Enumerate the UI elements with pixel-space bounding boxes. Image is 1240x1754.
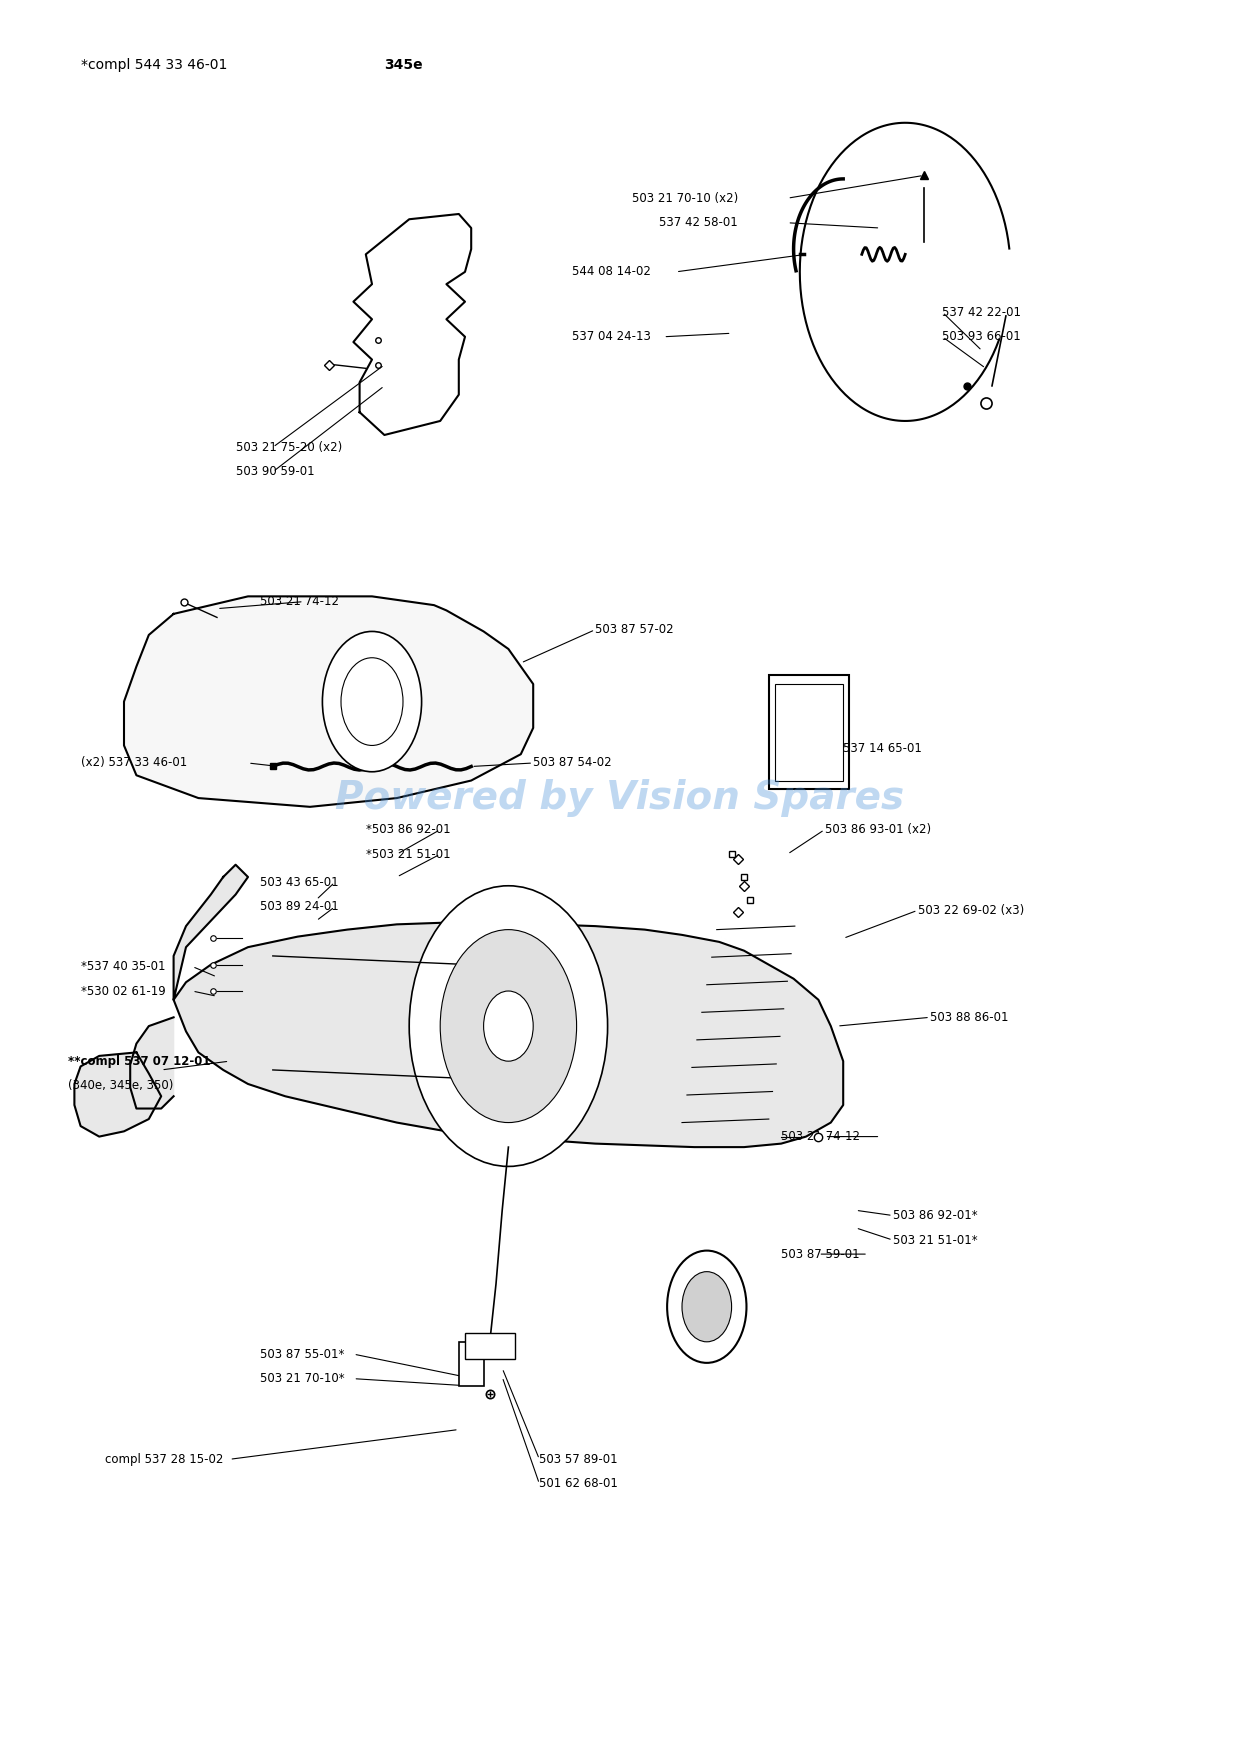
Text: 503 21 70-10 (x2): 503 21 70-10 (x2) — [631, 191, 738, 205]
Text: 537 42 58-01: 537 42 58-01 — [658, 216, 738, 230]
Text: 503 86 93-01 (x2): 503 86 93-01 (x2) — [825, 823, 931, 837]
Polygon shape — [74, 1052, 161, 1137]
Text: 544 08 14-02: 544 08 14-02 — [572, 265, 651, 279]
Bar — [775, 684, 843, 781]
Text: compl 537 28 15-02: compl 537 28 15-02 — [105, 1452, 223, 1466]
Text: **compl 537 07 12-01: **compl 537 07 12-01 — [68, 1054, 211, 1068]
Text: 503 89 24-01: 503 89 24-01 — [260, 900, 340, 914]
Text: 503 57 89-01: 503 57 89-01 — [539, 1452, 618, 1466]
Text: (x2) 537 33 46-01: (x2) 537 33 46-01 — [81, 756, 187, 770]
Text: Powered by Vision Spares: Powered by Vision Spares — [336, 779, 904, 817]
Circle shape — [667, 1251, 746, 1363]
Circle shape — [341, 658, 403, 745]
Text: 501 62 68-01: 501 62 68-01 — [539, 1477, 619, 1491]
Text: 537 42 22-01: 537 42 22-01 — [942, 305, 1022, 319]
Text: 503 21 74-12: 503 21 74-12 — [260, 595, 340, 609]
Text: 503 87 55-01*: 503 87 55-01* — [260, 1347, 345, 1361]
Text: *537 40 35-01: *537 40 35-01 — [81, 959, 165, 973]
Text: 503 21 70-10*: 503 21 70-10* — [260, 1372, 345, 1386]
Bar — [769, 675, 849, 789]
Circle shape — [322, 631, 422, 772]
Text: 503 21 74-12: 503 21 74-12 — [781, 1130, 861, 1144]
Text: 503 22 69-02 (x3): 503 22 69-02 (x3) — [918, 903, 1024, 917]
Circle shape — [682, 1272, 732, 1342]
Circle shape — [440, 930, 577, 1123]
Text: 503 87 54-02: 503 87 54-02 — [533, 756, 611, 770]
Text: *compl 544 33 46-01: *compl 544 33 46-01 — [81, 58, 232, 72]
Text: 503 21 75-20 (x2): 503 21 75-20 (x2) — [236, 440, 342, 454]
Text: 537 04 24-13: 537 04 24-13 — [572, 330, 651, 344]
Text: 345e: 345e — [384, 58, 423, 72]
Text: 503 86 92-01*: 503 86 92-01* — [893, 1209, 977, 1223]
Text: 503 21 51-01*: 503 21 51-01* — [893, 1233, 977, 1247]
Text: (340e, 345e, 350): (340e, 345e, 350) — [68, 1079, 174, 1093]
Circle shape — [409, 886, 608, 1166]
Polygon shape — [174, 865, 843, 1147]
Polygon shape — [124, 596, 533, 807]
Polygon shape — [353, 214, 471, 435]
Text: 503 93 66-01: 503 93 66-01 — [942, 330, 1022, 344]
Circle shape — [484, 991, 533, 1061]
Text: 503 87 59-01: 503 87 59-01 — [781, 1247, 859, 1261]
Text: 503 88 86-01: 503 88 86-01 — [930, 1010, 1008, 1024]
Text: 503 43 65-01: 503 43 65-01 — [260, 875, 339, 889]
Bar — [465, 1333, 515, 1359]
Text: *503 86 92-01: *503 86 92-01 — [366, 823, 450, 837]
Polygon shape — [130, 1017, 174, 1109]
Text: 503 90 59-01: 503 90 59-01 — [236, 465, 314, 479]
Text: *503 21 51-01: *503 21 51-01 — [366, 847, 450, 861]
Text: *530 02 61-19: *530 02 61-19 — [81, 984, 165, 998]
Bar — [459, 1342, 484, 1386]
Text: 503 87 57-02: 503 87 57-02 — [595, 623, 673, 637]
Text: 537 14 65-01: 537 14 65-01 — [843, 742, 923, 756]
